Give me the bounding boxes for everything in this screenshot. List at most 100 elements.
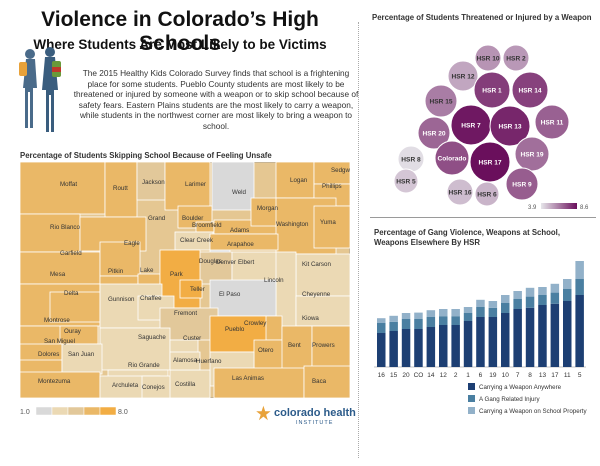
bar-segment	[401, 313, 411, 319]
x-tick-label: 13	[539, 372, 547, 379]
bar-segment	[426, 310, 436, 317]
map-legend-max: 8.0	[118, 409, 128, 416]
map-legend: 1.0 8.0	[20, 406, 128, 416]
county-label: Teller	[190, 286, 205, 293]
bar-segment	[501, 313, 510, 367]
map-title: Percentage of Students Skipping School B…	[20, 151, 272, 160]
county-teller	[179, 279, 203, 299]
county-label: Mesa	[50, 271, 66, 278]
county-label: Pitkin	[108, 268, 124, 275]
bubble-label: HSR 12	[451, 74, 474, 81]
page-title: Violence in Colorado’s High Schools	[41, 8, 319, 55]
bar-segment	[476, 299, 485, 307]
county-label: Park	[170, 271, 184, 278]
county-label: Prowers	[312, 342, 335, 349]
bubble-label: HSR 6	[477, 192, 497, 199]
bar-segment	[451, 309, 460, 317]
bar-segment	[501, 303, 510, 313]
x-tick-label: 8	[528, 372, 532, 379]
bar-legend-swatch	[468, 407, 475, 414]
bar-legend-swatch	[468, 395, 475, 402]
bubble-label: HSR 9	[512, 182, 532, 189]
bubble-hsr-11	[534, 104, 570, 140]
bar-segment	[451, 316, 460, 325]
county-label: Lake	[140, 267, 154, 274]
county-label: Broomfield	[192, 222, 222, 229]
county-shapes	[20, 162, 350, 398]
county-label: Arapahoe	[227, 241, 254, 248]
county-larimer	[164, 162, 211, 211]
county-label: Washington	[276, 221, 309, 228]
bubble-legend-gradient	[541, 203, 577, 209]
county-label: Las Animas	[232, 375, 264, 382]
bubble-hsr-10	[474, 44, 502, 72]
map-legend-min: 1.0	[20, 409, 30, 416]
bar-group	[377, 261, 584, 367]
county-label: Rio Blanco	[50, 224, 80, 231]
bar-segment	[550, 303, 560, 367]
bar-segment	[389, 315, 398, 322]
county-label: Cheyenne	[302, 291, 331, 298]
bubble-hsr-6	[474, 181, 500, 207]
county-arapahoe	[209, 233, 279, 251]
bar-segment	[501, 295, 510, 303]
county-alamosa	[169, 351, 201, 371]
county-label: Conejos	[142, 384, 165, 391]
bubble-hsr-13	[489, 105, 531, 147]
student-left-figure	[19, 49, 37, 128]
x-tick-label: 1	[466, 372, 470, 379]
bubble-label: HSR 8	[401, 157, 421, 164]
bar-segment	[463, 307, 473, 313]
x-tick-label: 14	[427, 372, 435, 379]
bar-segment	[550, 283, 560, 293]
bubble-chart: HSR 10 HSR 2 HSR 12 HSR 1 HSR 14 HSR 15 HSR 11…	[393, 44, 589, 211]
county-label: Fremont	[174, 310, 197, 317]
bubble-legend-min: 3.9	[528, 205, 537, 211]
county-montezuma	[20, 371, 101, 398]
county-label: Yuma	[320, 219, 336, 226]
x-tick-label: 19	[489, 372, 497, 379]
map-legend-swatch	[35, 406, 53, 416]
map-legend-swatch	[83, 406, 101, 416]
county-labels: Moffat Routt Jackson Larimer Weld Logan Sedgwi…	[38, 167, 350, 391]
county-label: Rio Grande	[128, 362, 160, 369]
x-tick-label: 17	[551, 372, 559, 379]
bubble-label: HSR 5	[396, 179, 416, 186]
county-saguache	[99, 327, 171, 371]
bar-segment	[563, 301, 572, 367]
county-label: Saguache	[138, 334, 166, 341]
student-right-figure	[42, 47, 61, 132]
bar-legend-label: Carrying a Weapon on School Property	[479, 408, 587, 415]
bubble-legend: 3.9 8.6	[528, 203, 589, 211]
bubble-label: HSR 20	[422, 131, 445, 138]
x-tick-label: 16	[378, 372, 386, 379]
county-jackson	[136, 162, 166, 201]
bar-segment	[488, 307, 498, 317]
county-label: Custer	[183, 335, 201, 342]
county-label: El Paso	[219, 291, 241, 298]
colorado-health-institute-logo: colorado health INSTITUTE	[256, 405, 356, 426]
x-tick-label: 5	[578, 372, 582, 379]
x-tick-label: 10	[502, 372, 510, 379]
county-label: Lincoln	[264, 277, 284, 284]
county-label: Ouray	[64, 328, 82, 335]
bar-segment	[488, 301, 498, 308]
county-label: Pueblo	[225, 326, 245, 333]
county-label: Adams	[230, 227, 249, 234]
bar-segment	[538, 295, 547, 305]
county-eagle	[99, 241, 141, 277]
bubble-hsr-9	[505, 167, 539, 201]
county-label: Baca	[312, 378, 327, 385]
county-label: Eagle	[124, 240, 140, 247]
county-label: Huerfano	[196, 358, 222, 365]
bar-segment	[389, 331, 398, 367]
bubble-label: HSR 13	[498, 124, 521, 131]
county-label: Chaffee	[140, 295, 162, 302]
bubble-label: HSR 7	[461, 123, 481, 130]
county-label: Weld	[232, 189, 247, 196]
county-label: Crowley	[244, 320, 267, 327]
county-label: Montezuma	[38, 378, 71, 385]
bar-segment	[414, 329, 423, 367]
county-label: Boulder	[182, 215, 203, 222]
bar-segment	[513, 291, 522, 299]
